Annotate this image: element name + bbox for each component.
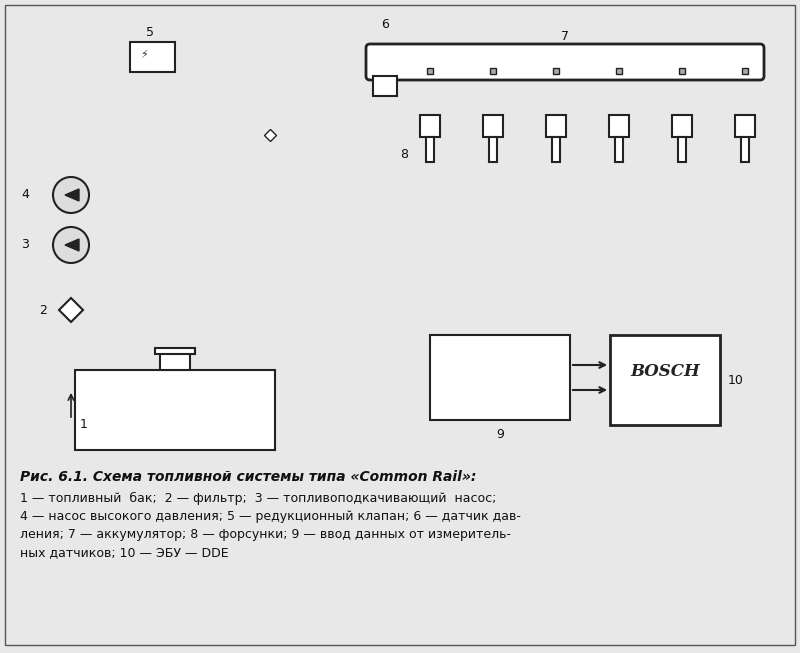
Bar (672, 115, 692, 137)
Polygon shape (65, 239, 79, 251)
Polygon shape (59, 298, 83, 322)
Text: 5: 5 (146, 25, 154, 39)
Bar (610, 335, 720, 425)
Bar (420, 115, 440, 137)
Text: ⚡: ⚡ (140, 50, 148, 60)
Text: 4 — насос высокого давления; 5 — редукционный клапан; 6 — датчик дав-: 4 — насос высокого давления; 5 — редукци… (20, 510, 521, 523)
Text: ления; 7 — аккумулятор; 8 — форсунки; 9 — ввод данных от измеритель-: ления; 7 — аккумулятор; 8 — форсунки; 9 … (20, 528, 511, 541)
Circle shape (53, 177, 89, 213)
Text: 8: 8 (400, 148, 408, 161)
Text: 1: 1 (80, 419, 88, 432)
Bar (489, 137, 497, 162)
Bar (130, 42, 175, 72)
Bar (546, 115, 566, 137)
Text: Рис. 6.1. Схема топливной системы типа «Common Rail»:: Рис. 6.1. Схема топливной системы типа «… (20, 470, 476, 484)
Text: 4: 4 (21, 189, 29, 202)
Text: 2: 2 (39, 304, 47, 317)
Text: 3: 3 (21, 238, 29, 251)
Text: BOSCH: BOSCH (630, 364, 700, 381)
Bar (430, 335, 570, 420)
Polygon shape (65, 189, 79, 201)
Bar (615, 137, 623, 162)
Text: 7: 7 (561, 29, 569, 42)
Bar (735, 115, 755, 137)
Bar (155, 348, 195, 354)
Bar (75, 370, 275, 450)
Text: 6: 6 (381, 18, 389, 31)
Bar (678, 137, 686, 162)
Bar (426, 137, 434, 162)
Bar (483, 115, 503, 137)
Bar (741, 137, 749, 162)
Text: ных датчиков; 10 — ЭБУ — DDE: ных датчиков; 10 — ЭБУ — DDE (20, 546, 229, 559)
Circle shape (53, 227, 89, 263)
Bar (373, 76, 397, 96)
Text: 9: 9 (496, 428, 504, 441)
Bar (552, 137, 560, 162)
FancyBboxPatch shape (366, 44, 764, 80)
Text: 1 — топливный  бак;  2 — фильтр;  3 — топливоподкачивающий  насос;: 1 — топливный бак; 2 — фильтр; 3 — топли… (20, 492, 496, 505)
Bar (160, 352, 190, 370)
Bar (609, 115, 629, 137)
Text: 10: 10 (728, 374, 744, 387)
